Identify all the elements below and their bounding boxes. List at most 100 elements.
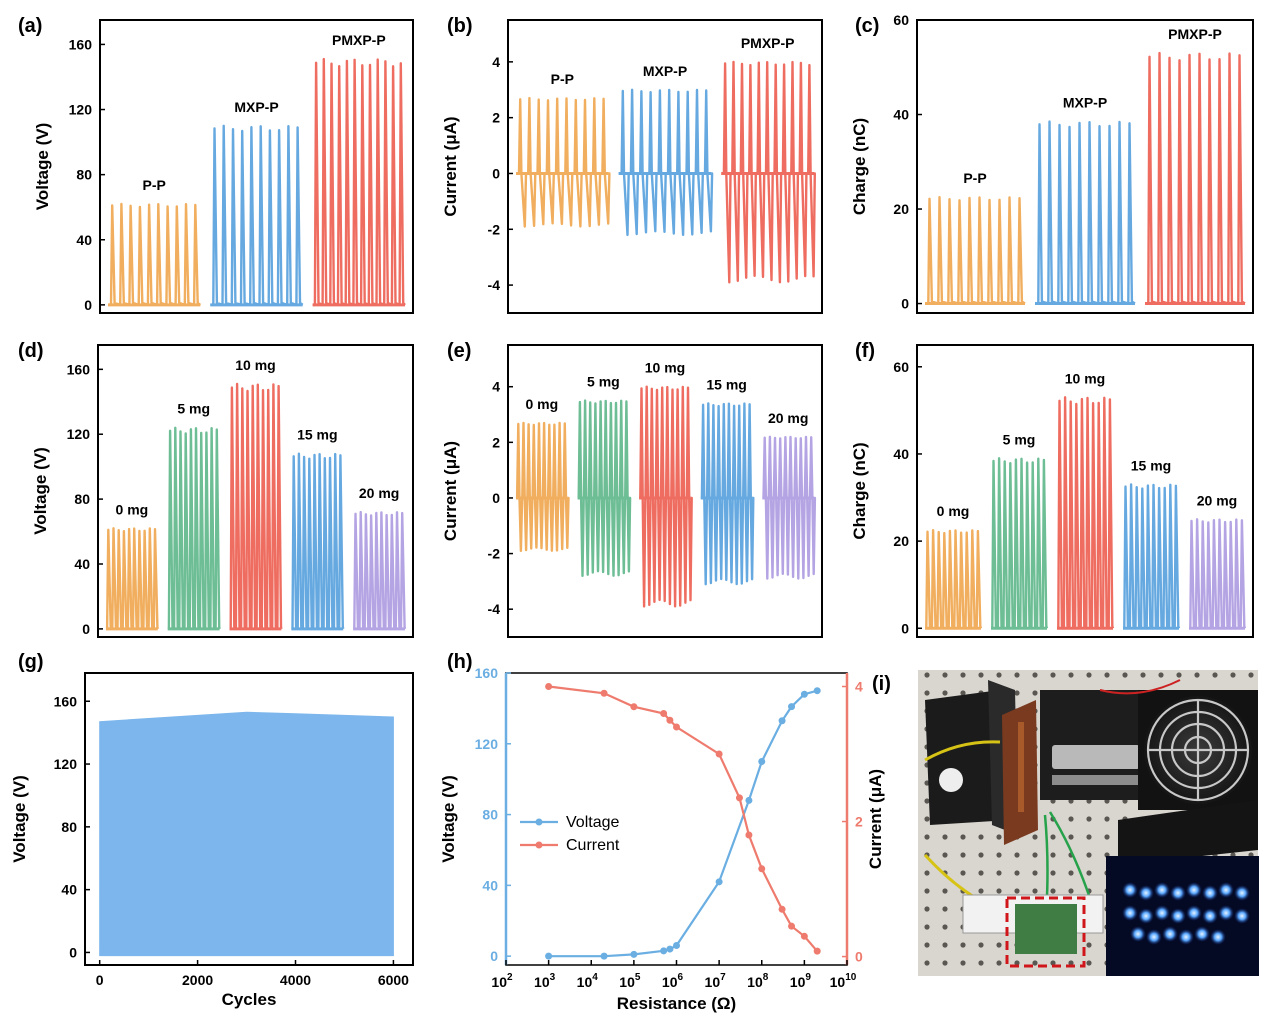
y-tick-label: 120 (475, 736, 499, 752)
group-label: 20 mg (359, 485, 399, 501)
group-label: 20 mg (1197, 492, 1237, 508)
data-point (813, 687, 821, 695)
y-tick-label: 0 (492, 165, 500, 181)
series-10-mg: 10 mg (1057, 370, 1115, 630)
group-label: P-P (963, 170, 986, 186)
group-label: PMXP-P (741, 35, 795, 51)
motor-base (1118, 800, 1258, 865)
series-trace (229, 382, 283, 631)
group-label: PMXP-P (332, 32, 386, 48)
y-axis-title: Current (μA) (441, 441, 460, 541)
group-label: 5 mg (177, 401, 210, 417)
data-point (630, 950, 638, 958)
panel-label: (c) (855, 15, 879, 37)
x-tick-label: 2000 (182, 972, 213, 988)
y-tick-label: 2 (492, 110, 500, 126)
x-tick-label: 1010 (830, 972, 857, 990)
group-label: 10 mg (645, 360, 685, 376)
led-glow (1218, 882, 1234, 898)
data-point (788, 703, 796, 711)
plot-frame (84, 672, 414, 966)
data-point (800, 690, 808, 698)
led-glow (1154, 882, 1170, 898)
series-trace (353, 510, 407, 631)
y-tick-label: 0 (82, 621, 90, 637)
led-glow (1178, 929, 1194, 945)
legend-label: Voltage (566, 814, 619, 831)
y-tick-label: 160 (67, 361, 91, 377)
y-tick-label: 80 (61, 819, 77, 835)
led-glow (1146, 929, 1162, 945)
series-trace (105, 527, 159, 631)
group-label: 15 mg (297, 427, 337, 443)
y2-tick-label: 2 (855, 814, 863, 830)
data-point (788, 922, 796, 930)
led-glows (1122, 882, 1250, 945)
data-point (758, 757, 766, 765)
panel-b: (b) -4 -2 0 2 4 Current (μA) P-P MXP-P PMXP-P (441, 15, 823, 314)
x-tick-label: 108 (747, 972, 769, 990)
motor-rod (1052, 745, 1140, 769)
series-15-mg: 15 mg (1123, 457, 1181, 630)
data-point (813, 947, 821, 955)
series-p-p: P-P (925, 170, 1026, 306)
data-point (545, 952, 553, 960)
group-label: MXP-P (1063, 95, 1107, 111)
y2-axis-title: Current (μA) (866, 769, 885, 869)
series-trace (991, 457, 1049, 630)
series-pmxp-p: PMXP-P (312, 32, 406, 307)
data-point (600, 689, 608, 697)
legend-marker (535, 841, 543, 849)
y-axis-title: Charge (nC) (850, 442, 869, 539)
led-glow (1186, 882, 1202, 898)
series-20-mg: 20 mg (762, 410, 817, 580)
highlight-box (1005, 896, 1086, 968)
y-tick-label: 60 (893, 12, 909, 28)
y-tick-label: 40 (893, 446, 909, 462)
series-current: Current (520, 683, 821, 955)
y-tick-label: 120 (69, 102, 93, 118)
series-trace (1057, 396, 1115, 630)
y-tick-label: 40 (74, 556, 90, 572)
y-axis-title: Voltage (V) (33, 123, 52, 211)
yellow-wire (924, 740, 1001, 762)
data-point (545, 683, 553, 691)
led-glow (1218, 905, 1234, 921)
data-point (666, 945, 674, 953)
data-point (673, 723, 680, 731)
x-tick-label: 102 (491, 972, 513, 990)
led-glow (1162, 926, 1178, 942)
series-pmxp-p: PMXP-P (1145, 26, 1246, 306)
y2-tick-label: 0 (855, 949, 863, 965)
y-tick-label: 80 (76, 167, 92, 183)
data-point (745, 796, 753, 804)
y-tick-label: -4 (488, 277, 501, 293)
led-glow (1234, 885, 1250, 901)
x-tick-label: 106 (662, 972, 684, 990)
data-point (660, 710, 668, 718)
led-glow (1154, 905, 1170, 921)
y-tick-label: 0 (84, 297, 92, 313)
plot-frame (507, 19, 823, 314)
group-label: 5 mg (1003, 431, 1036, 447)
plot-frame (99, 19, 414, 314)
led-glow (1122, 905, 1138, 921)
y-tick-label: 40 (482, 877, 498, 893)
mount-block (925, 690, 1010, 825)
y-tick-label: 2 (492, 434, 500, 450)
group-label: PMXP-P (1168, 26, 1222, 42)
y-tick-label: 160 (54, 693, 78, 709)
series-trace (925, 196, 1026, 305)
y-axis-title: Voltage (V) (439, 775, 458, 863)
series-p-p: P-P (516, 71, 611, 228)
series-10-mg: 10 mg (639, 360, 693, 608)
data-point (758, 865, 766, 873)
led-glow (1138, 885, 1154, 901)
series-trace (700, 402, 755, 586)
group-label: 0 mg (116, 501, 149, 517)
series-mxp-p: MXP-P (210, 99, 304, 307)
series-20-mg: 20 mg (1189, 492, 1247, 630)
y-axis-title: Current (μA) (441, 116, 460, 216)
cycling-band (99, 711, 394, 957)
